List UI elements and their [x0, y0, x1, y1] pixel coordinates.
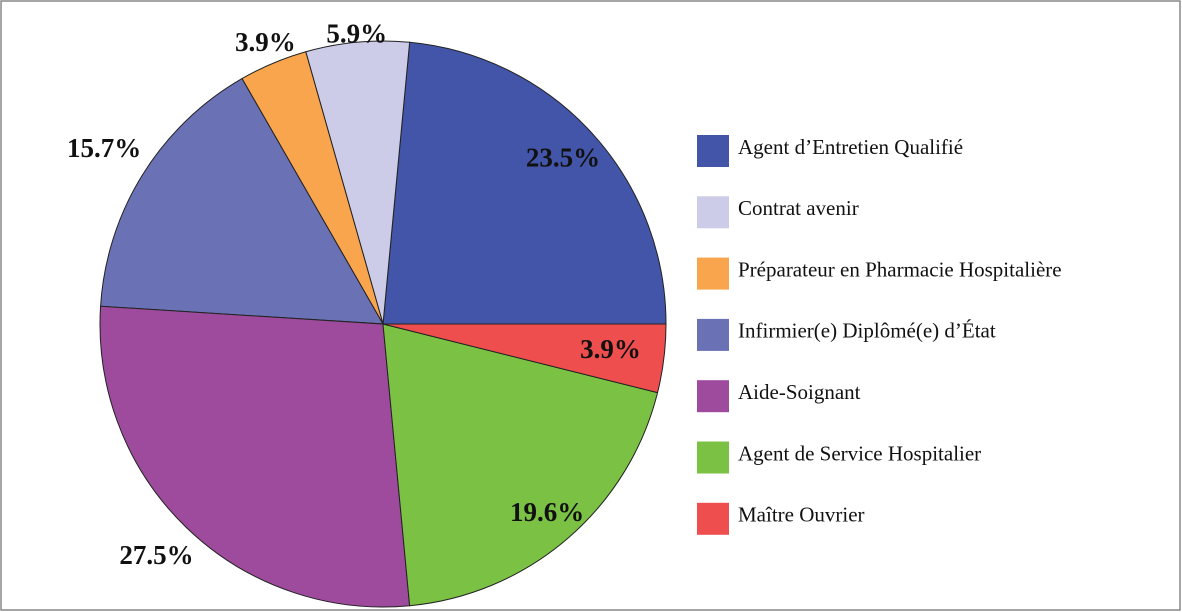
data-label: 15.7% [67, 133, 141, 163]
legend-label: Aide-Soignant [738, 380, 861, 404]
legend-swatch [697, 441, 729, 474]
legend-swatch [697, 380, 729, 413]
legend-swatch [697, 257, 729, 290]
data-label: 19.6% [510, 497, 584, 527]
data-label: 5.9% [326, 19, 387, 49]
data-label: 23.5% [526, 142, 600, 172]
data-label: 27.5% [119, 540, 193, 570]
legend-swatch [697, 196, 729, 229]
pie-slice [382, 323, 667, 394]
pie-slice [99, 305, 411, 608]
legend-swatch [697, 135, 729, 167]
pie-slice [382, 323, 659, 607]
legend-label: Infirmier(e) Diplômé(e) d’État [738, 319, 996, 343]
data-label: 3.9% [580, 334, 641, 364]
legend-label: Agent d’Entretien Qualifié [738, 135, 963, 159]
legend-swatch [697, 318, 729, 351]
legend-label: Préparateur en Pharmacie Hospitalière [738, 257, 1062, 281]
pie-slice [382, 41, 667, 325]
data-label: 3.9% [235, 27, 296, 57]
legend-label: Maître Ouvrier [738, 503, 865, 527]
legend-swatch [697, 502, 729, 535]
legend-label: Agent de Service Hospitalier [738, 441, 981, 465]
pie-slice [100, 77, 384, 325]
legend-label: Contrat avenir [738, 196, 859, 220]
